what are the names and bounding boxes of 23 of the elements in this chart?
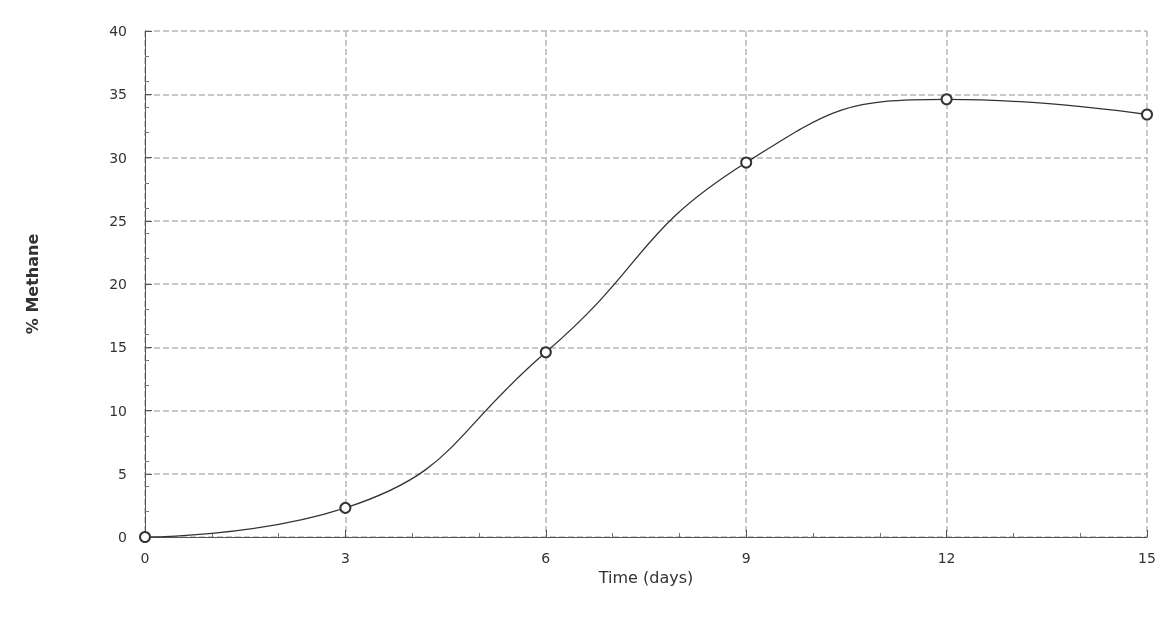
point (339, 501, 352, 514)
x-tick-label: 15 (1138, 550, 1156, 566)
y-tick-label: 40 (109, 23, 127, 39)
x-tick-label: 0 (140, 550, 150, 566)
point (740, 156, 753, 169)
point (1141, 108, 1153, 121)
x-axis-title: Time (days) (597, 568, 694, 588)
y-tick-label: 0 (118, 529, 127, 545)
y-tick-label: 20 (109, 276, 127, 292)
y-tick-label: 10 (109, 402, 127, 419)
x-tick-label: 9 (741, 550, 751, 566)
y-axis-title: % Methane (22, 233, 42, 335)
point (139, 531, 151, 543)
point (940, 93, 953, 106)
x-tick-label: 12 (937, 550, 956, 566)
y-tick-label: 15 (109, 339, 127, 356)
y-tick-label: 35 (109, 86, 127, 103)
x-tick-label: 3 (340, 550, 350, 566)
y-tick-label: 30 (109, 149, 127, 166)
y-tick-label: 25 (109, 212, 127, 229)
x-tick-label: 6 (541, 550, 551, 566)
y-tick-label: 5 (118, 465, 127, 482)
point (539, 346, 552, 359)
